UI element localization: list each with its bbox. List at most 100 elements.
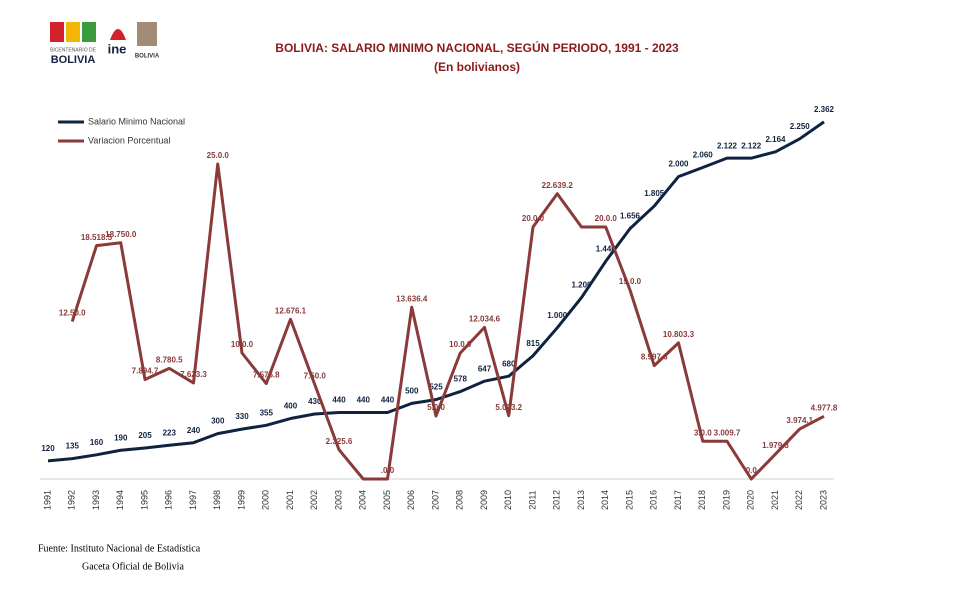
x-tick-label: 2006 (406, 490, 416, 510)
data-label: 330 (235, 412, 249, 421)
data-label: 18.750.0 (105, 230, 137, 239)
x-tick-label: 2020 (746, 490, 756, 510)
data-label: 223 (163, 428, 177, 437)
data-label: 400 (284, 402, 298, 411)
data-label: 1.979.3 (762, 441, 789, 450)
x-tick-label: 2018 (697, 490, 707, 510)
x-tick-label: 1997 (188, 490, 198, 510)
data-label: 22.639.2 (542, 181, 574, 190)
data-label: 10.803.3 (663, 330, 695, 339)
data-label: 2.122 (717, 141, 738, 150)
data-label: 7.50.0 (304, 372, 327, 381)
svg-text:BICENTENARIO DE: BICENTENARIO DE (50, 47, 97, 53)
data-label: 240 (187, 426, 201, 435)
data-label: 440 (332, 396, 346, 405)
data-label: 190 (114, 433, 128, 442)
data-label: 1.440 (596, 244, 617, 253)
data-label: 13.636.4 (396, 294, 428, 303)
x-tick-label: 2001 (285, 490, 295, 510)
data-label: 4.977.8 (811, 403, 838, 412)
data-label: 3.009.7 (714, 428, 741, 437)
x-tick-label: 2000 (261, 490, 271, 510)
data-label: 2.122 (741, 141, 762, 150)
data-label: 20.0.0 (595, 214, 618, 223)
x-tick-label: 2015 (624, 490, 634, 510)
data-label: 2.250 (790, 122, 811, 131)
series-line (70, 162, 825, 481)
x-tick-label: 2008 (455, 490, 465, 510)
x-tick-label: 2023 (818, 490, 828, 510)
x-tick-label: 2009 (479, 490, 489, 510)
data-label: 3.974.1 (786, 416, 813, 425)
x-tick-label: 2011 (527, 490, 537, 509)
x-tick-label: 1996 (164, 490, 174, 510)
x-tick-label: 2014 (600, 490, 610, 510)
data-label: 1.200 (571, 281, 592, 290)
x-tick-label: 2004 (358, 490, 368, 510)
x-tick-label: 2002 (309, 490, 319, 510)
data-label: 12.034.6 (469, 314, 501, 323)
chart-subtitle: (En bolivianos) (434, 60, 520, 74)
data-label: 1.656 (620, 212, 641, 221)
x-tick-label: 2021 (770, 490, 780, 510)
x-tick-label: 2007 (430, 490, 440, 510)
data-label: 7.623.3 (180, 370, 207, 379)
x-tick-label: 2016 (649, 490, 659, 510)
data-label: 120 (41, 444, 55, 453)
chart-title: BOLIVIA: SALARIO MINIMO NACIONAL, SEGÚN … (275, 40, 679, 55)
x-tick-label: 2013 (576, 490, 586, 510)
source: Gaceta Oficial de Bolivia (82, 561, 184, 572)
svg-text:BOLIVIA: BOLIVIA (51, 54, 96, 66)
data-label: 2.060 (693, 151, 714, 160)
legend-label: Salario Minimo Nacional (88, 116, 185, 126)
x-tick-label: 2012 (552, 490, 562, 510)
x-tick-label: 1992 (67, 490, 77, 510)
series-line (47, 120, 825, 463)
data-label: 8.997.6 (641, 353, 668, 362)
data-label: 5.0.0 (427, 403, 445, 412)
legend-label: Variacion Porcentual (88, 135, 170, 145)
data-label: 10.0.0 (449, 340, 472, 349)
data-label: 815 (526, 339, 540, 348)
data-label: 2.362 (814, 105, 835, 114)
data-label: 440 (357, 396, 371, 405)
data-label: 205 (138, 431, 152, 440)
x-tick-label: 2003 (333, 490, 343, 510)
x-tick-label: 1998 (212, 490, 222, 510)
x-tick-label: 2017 (673, 490, 683, 510)
source: Fuente: Instituto Nacional de Estadístic… (38, 543, 201, 554)
data-label: 500 (405, 387, 419, 396)
data-label: 355 (260, 408, 274, 417)
x-tick-label: 1993 (91, 490, 101, 510)
x-tick-label: 1994 (115, 490, 125, 510)
data-label: 1.000 (547, 311, 568, 320)
data-label: 430 (308, 397, 322, 406)
data-label: 160 (90, 438, 104, 447)
x-tick-label: 2019 (721, 490, 731, 510)
data-label: 15.0.0 (619, 277, 642, 286)
data-label: 2.000 (668, 160, 689, 169)
data-label: 12.676.1 (275, 306, 307, 315)
logos: BICENTENARIO DE BOLIVIA ine BOLIVIA (50, 22, 160, 66)
data-label: 25.0.0 (207, 151, 230, 160)
data-label: 135 (66, 442, 80, 451)
x-tick-label: 2022 (794, 490, 804, 510)
data-label: 578 (454, 375, 468, 384)
data-label: 0.0 (746, 466, 758, 475)
data-label: 2.325.6 (326, 437, 353, 446)
x-tick-label: 2010 (503, 490, 513, 510)
data-label: 2.164 (765, 135, 786, 144)
data-label: 10.0.0 (231, 340, 254, 349)
data-label: 647 (478, 364, 492, 373)
data-label: 3.0.0 (694, 428, 712, 437)
data-label: 1.805 (644, 189, 665, 198)
data-label: 18.518.5 (81, 233, 113, 242)
data-label: 8.780.5 (156, 355, 183, 364)
x-tick-label: 1991 (42, 490, 52, 510)
svg-text:ine: ine (108, 41, 127, 56)
data-label: 680 (502, 359, 516, 368)
svg-text:BOLIVIA: BOLIVIA (135, 54, 160, 60)
data-label: 300 (211, 417, 225, 426)
data-label: 440 (381, 396, 395, 405)
